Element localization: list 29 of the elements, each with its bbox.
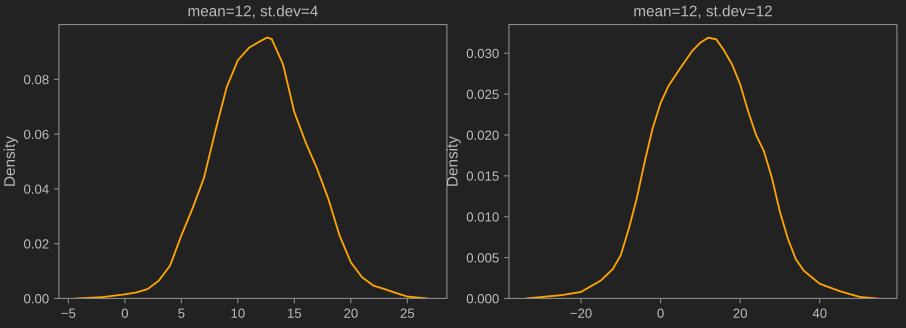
y-tick-label: 0.08 — [24, 74, 49, 84]
x-tick-label: 40 — [812, 308, 827, 318]
y-tick-label: 0.06 — [24, 130, 49, 140]
y-axis-title: Density — [446, 136, 461, 186]
x-tick-label: 15 — [288, 308, 302, 318]
x-tick-label: −20 — [570, 308, 592, 318]
x-tick-label: 25 — [400, 308, 414, 318]
x-tick-label: 10 — [232, 308, 245, 318]
y-tick-label: 0.02 — [24, 239, 49, 249]
x-tick-label: −5 — [62, 308, 76, 318]
y-tick-label: 0.000 — [466, 294, 499, 304]
chart-title: mean=12, st.dev=12 — [634, 5, 772, 18]
line-series — [524, 36, 878, 298]
y-tick-label: 0.025 — [466, 90, 499, 100]
y-tick-label: 0.04 — [24, 184, 49, 194]
x-tick-label: 0 — [657, 308, 664, 318]
y-tick-label: 0.020 — [466, 130, 499, 140]
y-axis-title: Density — [4, 136, 18, 186]
x-tick-label: 5 — [178, 308, 184, 318]
x-tick-label: 0 — [122, 308, 128, 318]
x-tick-label: 20 — [344, 308, 358, 318]
y-tick-label: 0.030 — [466, 48, 499, 58]
y-tick-label: 0.00 — [24, 294, 49, 304]
y-tick-label: 0.010 — [466, 212, 499, 222]
y-tick-label: 0.005 — [466, 253, 499, 263]
chart-title: mean=12, st.dev=4 — [188, 5, 318, 18]
x-tick-label: 20 — [733, 308, 747, 318]
line-series — [74, 36, 429, 298]
y-tick-label: 0.015 — [466, 171, 499, 181]
